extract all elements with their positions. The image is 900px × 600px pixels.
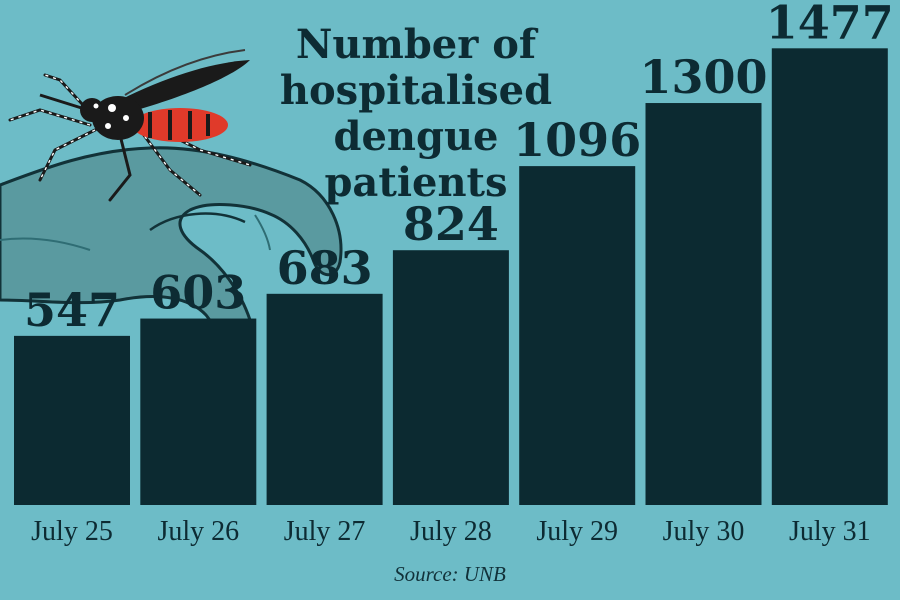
bar-july-28 [392, 250, 509, 505]
category-label: July 26 [157, 516, 239, 547]
source-note: Source: UNB [394, 562, 506, 586]
category-label: July 25 [31, 516, 113, 547]
value-label: 1096 [513, 113, 641, 167]
mosquito-on-hand-icon [0, 49, 343, 359]
title-line-1: Number of [295, 21, 537, 68]
category-labels: July 25 July 26 July 27 July 28 July 29 July … [31, 516, 870, 547]
title-line-3: dengue patients [324, 113, 508, 206]
category-label: July 28 [410, 516, 492, 547]
value-label: 547 [24, 283, 120, 337]
bar-july-25 [14, 335, 130, 505]
value-label: 683 [277, 241, 373, 295]
category-label: July 30 [663, 516, 745, 547]
value-label: 1300 [639, 50, 767, 104]
bar-july-31 [771, 48, 888, 505]
bar-series [14, 48, 888, 506]
bar-july-29 [519, 166, 636, 505]
title-line-2: hospitalised [279, 67, 553, 114]
bar-july-27 [266, 293, 383, 505]
bar-july-30 [645, 103, 762, 506]
value-label: 824 [403, 197, 499, 251]
value-label: 1477 [766, 0, 894, 49]
category-label: July 27 [284, 516, 366, 547]
bar-july-26 [140, 318, 257, 505]
chart-title: Number of hospitalised dengue patients [236, 22, 596, 206]
value-label: 603 [150, 266, 246, 320]
category-label: July 31 [789, 516, 871, 547]
category-label: July 29 [536, 516, 618, 547]
